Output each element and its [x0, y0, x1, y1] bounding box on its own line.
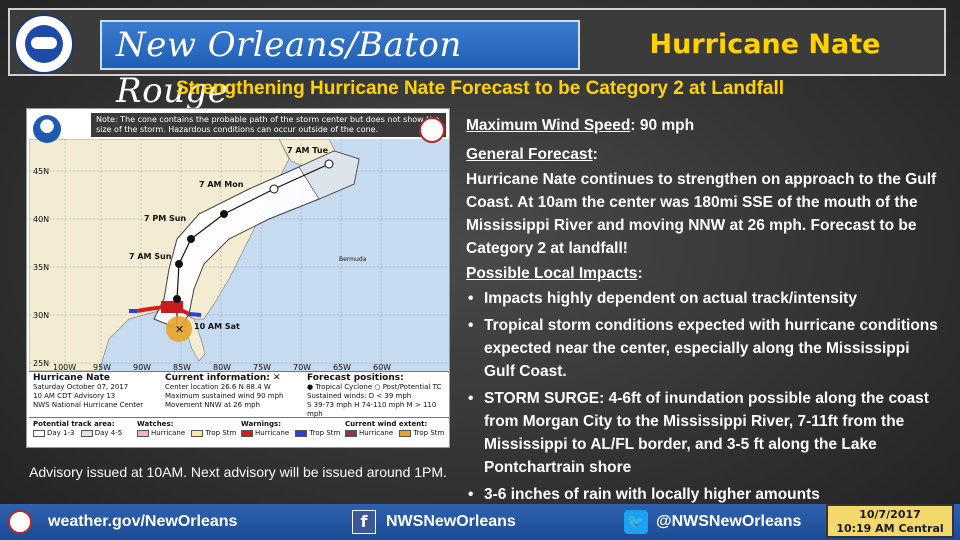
svg-text:✕: ✕: [175, 323, 184, 336]
nws-logo-icon: [14, 14, 74, 74]
legend-warnings-title: Warnings:: [241, 420, 281, 428]
lat-label: 35N: [33, 263, 49, 272]
legend-track-area: Potential track area: Day 1-3 Day 4-5: [33, 420, 133, 438]
impacts-list: Impacts highly dependent on actual track…: [466, 287, 942, 506]
header-bar: New Orleans/Baton Rouge Hurricane Nate: [8, 8, 946, 111]
general-forecast-heading: General Forecast:: [466, 143, 942, 166]
legend-storm-info: Hurricane Nate Saturday October 07, 2017…: [33, 374, 163, 410]
timestamp-time: 10:19 AM Central: [836, 522, 944, 535]
facebook-link[interactable]: NWSNewOrleans: [386, 513, 516, 530]
legend-hurricane-extent: Hurricane: [359, 429, 394, 437]
lon-label: 65W: [333, 363, 351, 371]
legend-day45: Day 4-5: [94, 429, 123, 437]
lon-label: 95W: [93, 363, 111, 371]
lon-label: 80W: [213, 363, 231, 371]
footer-bar: weather.gov/NewOrleans f NWSNewOrleans 🐦…: [0, 504, 960, 540]
map-legend: Hurricane Nate Saturday October 07, 2017…: [29, 371, 449, 447]
legend-current-info: Current information: ✕ Center location 2…: [165, 374, 305, 410]
legend-forecast-title: Forecast positions:: [307, 373, 404, 383]
legend-storm-name: Hurricane Nate: [33, 373, 110, 383]
lat-label: 25N: [33, 359, 49, 368]
general-forecast-label: General Forecast: [466, 146, 593, 163]
advisory-note: Advisory issued at 10AM. Next advisory w…: [29, 464, 447, 480]
max-wind-line: Maximum Wind Speed: 90 mph: [466, 114, 942, 137]
facebook-icon[interactable]: f: [352, 510, 376, 534]
forecast-details: Maximum Wind Speed: 90 mph General Forec…: [466, 114, 942, 510]
noaa-logo-icon: [33, 115, 61, 143]
forecast-cone-map: ✕ 45N 40N 35N 30N 25N 7 AM Tue 7 AM Mon …: [26, 108, 450, 448]
track-label: 10 AM Sat: [194, 322, 240, 331]
legend-movement: Movement NNW at 26 mph: [165, 401, 261, 409]
legend-wind-title: Current wind extent:: [345, 420, 428, 428]
general-forecast-text: Hurricane Nate continues to strengthen o…: [466, 171, 937, 257]
lon-label: 85W: [173, 363, 191, 371]
lon-label: 70W: [293, 363, 311, 371]
office-title: New Orleans/Baton Rouge: [100, 20, 580, 111]
lon-label: 75W: [253, 363, 271, 371]
legend-hurricane-watch: Hurricane: [151, 429, 186, 437]
legend-watches-title: Watches:: [137, 420, 174, 428]
nws-small-logo-icon: [419, 117, 445, 143]
track-label: 7 AM Tue: [287, 146, 329, 155]
lat-label: 30N: [33, 311, 49, 320]
legend-track-title: Potential track area:: [33, 420, 115, 428]
impact-item: 3-6 inches of rain with locally higher a…: [466, 483, 942, 506]
twitter-link[interactable]: @NWSNewOrleans: [656, 513, 802, 530]
legend-fp-line: ● Tropical Cyclone ○ Post/Potential TC: [307, 383, 442, 391]
lon-label: 100W: [53, 363, 76, 371]
bermuda-label: Bermuda: [339, 256, 367, 263]
impacts-colon: :: [637, 265, 643, 282]
legend-fp-line: S 39-73 mph H 74-110 mph M > 110 mph: [307, 401, 437, 418]
legend-tropstm-extent: Trop Stm: [413, 429, 445, 437]
legend-wind-extent: Current wind extent: Hurricane Trop Stm: [345, 420, 445, 438]
lon-label: 90W: [133, 363, 151, 371]
lat-label: 45N: [33, 167, 49, 176]
twitter-icon[interactable]: 🐦: [624, 510, 648, 534]
max-wind-value: : 90 mph: [630, 117, 695, 134]
legend-tropstm-warning: Trop Stm: [309, 429, 341, 437]
legend-date: Saturday October 07, 2017: [33, 383, 129, 391]
lat-label: 40N: [33, 215, 49, 224]
headline: Strengthening Hurricane Nate Forecast to…: [175, 78, 785, 99]
legend-day13: Day 1-3: [47, 429, 75, 437]
nws-footer-logo-icon: [8, 510, 32, 534]
legend-hurricane-warning: Hurricane: [255, 429, 290, 437]
impact-item: Tropical storm conditions expected with …: [466, 314, 942, 383]
impacts-label: Possible Local Impacts: [466, 265, 638, 282]
legend-center: NWS National Hurricane Center: [33, 401, 144, 409]
legend-current-title: Current information:: [165, 373, 270, 383]
general-colon: :: [592, 146, 598, 163]
impact-item: Impacts highly dependent on actual track…: [466, 287, 942, 310]
cone-map-graphic: ✕ 45N 40N 35N 30N 25N 7 AM Tue 7 AM Mon …: [29, 139, 449, 371]
legend-location: Center location 26.6 N 88.4 W: [165, 383, 271, 391]
timestamp-date: 10/7/2017: [859, 508, 921, 521]
legend-watches: Watches: Hurricane Trop Stm: [137, 420, 237, 438]
legend-max-wind: Maximum sustained wind 90 mph: [165, 392, 284, 400]
lon-label: 60W: [373, 363, 391, 371]
impact-item: STORM SURGE: 4-6ft of inundation possibl…: [466, 387, 942, 479]
storm-title: Hurricane Nate: [649, 29, 881, 60]
max-wind-label: Maximum Wind Speed: [466, 117, 631, 134]
track-label: 7 PM Sun: [144, 214, 186, 223]
current-position-icon: ✕: [273, 373, 281, 383]
legend-warnings: Warnings: Hurricane Trop Stm: [241, 420, 341, 438]
cone-note: Note: The cone contains the probable pat…: [91, 113, 446, 137]
legend-fp-line: Sustained winds: D < 39 mph: [307, 392, 412, 400]
website-link[interactable]: weather.gov/NewOrleans: [48, 513, 238, 530]
timestamp-badge: 10/7/2017 10:19 AM Central: [826, 504, 954, 538]
legend-forecast-positions: Forecast positions: ● Tropical Cyclone ○…: [307, 374, 447, 419]
legend-advisory: 10 AM CDT Advisory 13: [33, 392, 116, 400]
track-label: 7 AM Sun: [129, 252, 172, 261]
impacts-heading: Possible Local Impacts:: [466, 262, 942, 285]
track-label: 7 AM Mon: [199, 180, 244, 189]
legend-tropstm-watch: Trop Stm: [205, 429, 237, 437]
